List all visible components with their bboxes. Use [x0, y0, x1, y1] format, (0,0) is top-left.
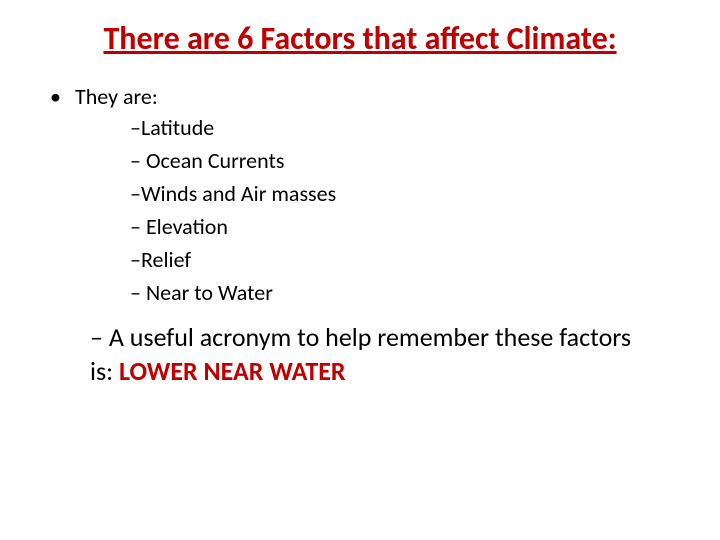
factor-label: Near to Water	[141, 279, 273, 306]
intro-line: • They are:	[50, 83, 690, 110]
summary-line: – A useful acronym to help remember thes…	[90, 321, 660, 389]
factor-label: Latitude	[141, 114, 214, 141]
list-item: –Latitude	[130, 114, 690, 141]
dash-icon: –	[90, 321, 103, 353]
factor-list: –Latitude – Ocean Currents –Winds and Ai…	[130, 114, 690, 306]
bullet-icon: •	[50, 83, 70, 110]
slide-title: There are 6 Factors that affect Climate:	[30, 20, 690, 58]
factor-label: Relief	[141, 246, 191, 273]
dash-icon: –	[130, 279, 141, 306]
summary-emphasis: LOWER NEAR WATER	[119, 355, 346, 387]
intro-text: They are:	[75, 83, 158, 110]
dash-icon: –	[130, 180, 141, 207]
dash-icon: –	[130, 213, 141, 240]
factor-label: Elevation	[141, 213, 228, 240]
dash-icon: –	[130, 147, 141, 174]
list-item: –Relief	[130, 246, 690, 273]
dash-icon: –	[130, 246, 141, 273]
list-item: – Near to Water	[130, 279, 690, 306]
list-item: –Winds and Air masses	[130, 180, 690, 207]
list-item: – Elevation	[130, 213, 690, 240]
dash-icon: –	[130, 114, 141, 141]
factor-label: Winds and Air masses	[141, 180, 336, 207]
factor-label: Ocean Currents	[141, 147, 284, 174]
list-item: – Ocean Currents	[130, 147, 690, 174]
